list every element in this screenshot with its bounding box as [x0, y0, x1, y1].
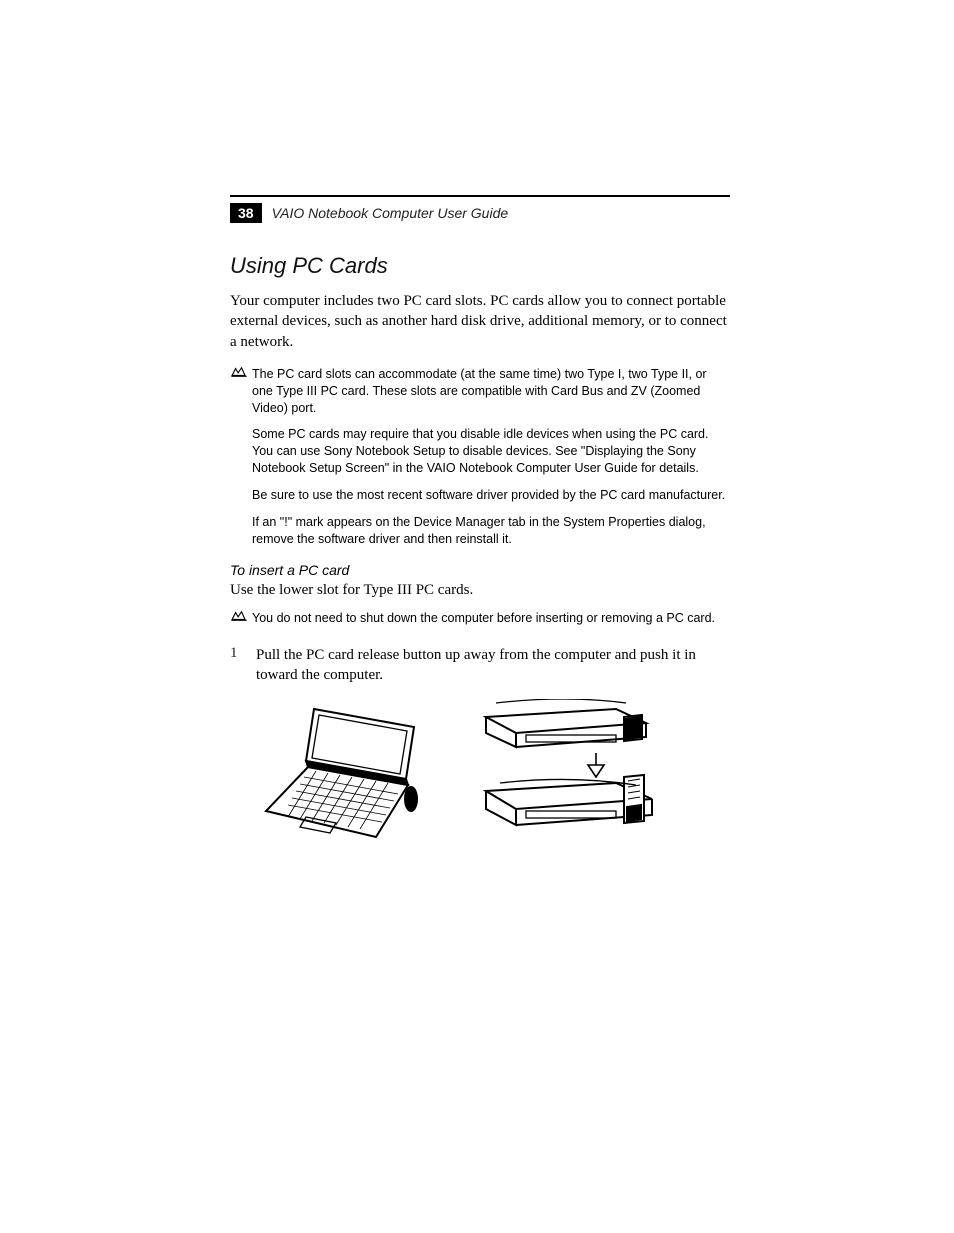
step-number: 1 — [230, 645, 242, 686]
document-page: 38 VAIO Notebook Computer User Guide Usi… — [230, 195, 730, 854]
figure-laptop — [256, 699, 436, 854]
note-text: The PC card slots can accommodate (at th… — [252, 366, 730, 417]
note-icon — [230, 610, 246, 622]
note-text: Be sure to use the most recent software … — [252, 487, 730, 504]
subsection-heading: To insert a PC card — [230, 562, 730, 578]
note-text: You do not need to shut down the compute… — [252, 610, 730, 627]
guide-title: VAIO Notebook Computer User Guide — [272, 205, 509, 221]
figure-row — [256, 699, 730, 854]
page-header: 38 VAIO Notebook Computer User Guide — [230, 203, 730, 223]
header-rule — [230, 195, 730, 197]
intro-paragraph: Your computer includes two PC card slots… — [230, 291, 730, 352]
section-title: Using PC Cards — [230, 253, 730, 279]
note-text: Some PC cards may require that you disab… — [252, 426, 730, 477]
note-text: If an "!" mark appears on the Device Man… — [252, 514, 730, 548]
step-1: 1 Pull the PC card release button up awa… — [230, 645, 730, 686]
note-block-1: The PC card slots can accommodate (at th… — [252, 366, 730, 548]
subsection-body: Use the lower slot for Type III PC cards… — [230, 580, 730, 600]
note-icon — [230, 366, 246, 378]
step-text: Pull the PC card release button up away … — [256, 645, 730, 686]
page-number-box: 38 — [230, 203, 262, 223]
figure-slot — [466, 699, 666, 854]
note-block-2: You do not need to shut down the compute… — [252, 610, 730, 627]
